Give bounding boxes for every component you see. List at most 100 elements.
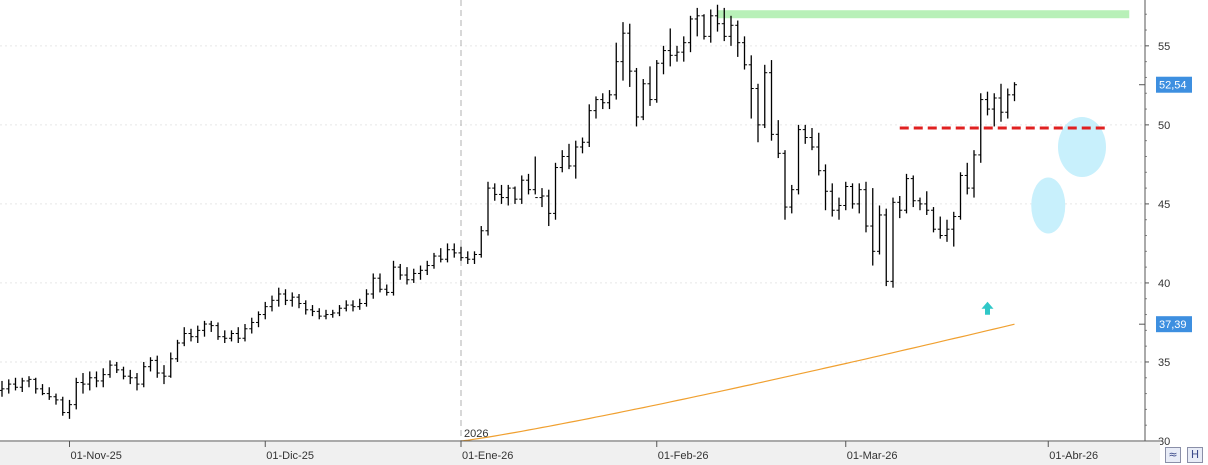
x-tick-label: 01-Mar-26: [847, 450, 898, 462]
ohlc-bar: [654, 60, 660, 103]
y-tick-label: 30: [1158, 436, 1170, 448]
ohlc-bar: [33, 377, 39, 394]
ohlc-bar: [46, 387, 52, 400]
ohlc-bar: [289, 292, 295, 307]
moving-average: [460, 323, 1015, 442]
ohlc-bar: [998, 83, 1004, 122]
ohlc-bar: [451, 243, 457, 258]
ohlc-bar: [350, 300, 356, 312]
ohlc-bar: [607, 90, 612, 110]
ohlc-bar: [694, 7, 700, 37]
ohlc-bar: [0, 380, 5, 397]
ohlc-bar: [634, 67, 639, 127]
x-tick-label: 01-Nov-25: [71, 450, 122, 462]
settings-menu-icon[interactable]: ≈: [1165, 447, 1181, 463]
ohlc-bar: [823, 164, 828, 211]
ohlc-bar: [708, 9, 714, 43]
ohlc-bar: [829, 183, 835, 217]
ohlc-bar: [181, 327, 187, 347]
ohlc-bar: [600, 93, 606, 110]
ohlc-bar: [924, 191, 930, 215]
ohlc-bar: [850, 183, 855, 209]
ohlc-bar: [316, 308, 322, 320]
ohlc-bar: [100, 368, 106, 388]
ohlc-bar: [134, 373, 140, 391]
ohlc-bar: [775, 120, 781, 159]
ohlc-bar: [715, 4, 720, 32]
save-icon[interactable]: H: [1187, 447, 1203, 463]
ohlc-bar: [512, 186, 518, 204]
ohlc-bar: [674, 45, 680, 62]
price-tag-label: 52,54: [1159, 80, 1187, 92]
ohlc-bar: [202, 320, 207, 337]
ohlc-bar: [465, 251, 471, 264]
ohlc-bar: [559, 150, 565, 173]
ohlc-bar: [688, 15, 693, 53]
y-axis: 30 35 40 45 50 55 52,54 37,39: [1139, 0, 1192, 448]
ohlc-bar: [701, 14, 707, 40]
ohlc-bar: [80, 373, 86, 394]
x-tick-label: 01-Dic-25: [266, 450, 314, 462]
ohlc-bar: [276, 287, 282, 307]
price-tag: [1156, 76, 1192, 93]
ohlc-bar: [728, 15, 734, 46]
ohlc-bar: [937, 216, 943, 239]
ohlc-bar: [843, 181, 849, 211]
ohlc-bar: [411, 268, 417, 283]
ohlc-bar: [883, 208, 889, 287]
highlight-ellipse: [1031, 177, 1066, 234]
ohlc-bar: [499, 184, 504, 204]
ohlc-bar: [127, 369, 133, 385]
ohlc-bar: [573, 140, 579, 179]
ohlc-bar: [94, 371, 99, 388]
ohlc-bar: [6, 379, 12, 394]
ohlc-bar: [330, 309, 336, 318]
ohlc-bar: [208, 320, 214, 332]
ohlc-bar: [836, 197, 842, 220]
ohlc-bar: [958, 172, 963, 220]
ohlc-bar: [337, 305, 342, 317]
ohlc-bar: [647, 66, 653, 106]
ohlc-bar: [67, 399, 72, 419]
ohlc-bar: [809, 128, 815, 151]
y-tick-label: 55: [1158, 41, 1170, 53]
moving-average-line: [460, 323, 1015, 442]
year-label: 2026: [464, 428, 488, 440]
ohlc-bar: [13, 377, 18, 391]
ohlc-bar: [897, 196, 903, 219]
ohlc-bar: [26, 376, 32, 388]
ohlc-bar: [532, 156, 538, 199]
ohlc-bar: [431, 252, 437, 269]
ohlc-bar: [539, 188, 545, 208]
ohlc-bar: [391, 260, 396, 296]
ohlc-bar: [242, 324, 248, 342]
ohlc-bar: [802, 124, 808, 144]
ohlc-bar: [148, 357, 153, 372]
ohlc-bar: [546, 189, 552, 227]
ohlc-bar: [424, 260, 430, 276]
ohlc-bar: [870, 188, 876, 266]
up-arrow-icon: [981, 301, 994, 315]
grid: [0, 0, 1145, 442]
ohlc-bar: [269, 295, 275, 312]
ohlc-bar: [235, 327, 241, 343]
y-tick-label: 35: [1158, 357, 1170, 369]
ohlc-bar: [553, 162, 558, 220]
ohlc-bar: [661, 45, 666, 75]
ohlc-bar: [161, 365, 167, 385]
ohlc-bar: [742, 36, 747, 70]
overlays-front: [899, 126, 1109, 315]
price-tag: [1156, 316, 1192, 333]
ohlc-bar: [910, 175, 916, 208]
ohlc-bar: [566, 143, 572, 170]
ohlc-bar: [769, 60, 774, 141]
ohlc-bar: [141, 361, 147, 388]
ohlc-bar: [222, 330, 228, 343]
ohlc-bar: [256, 311, 261, 328]
ohlc-bar: [485, 181, 491, 236]
ohlc-bar: [154, 355, 160, 378]
ohlc-bar: [323, 309, 329, 320]
ohlc-bar: [951, 211, 957, 247]
ohlc-bar: [890, 197, 896, 288]
